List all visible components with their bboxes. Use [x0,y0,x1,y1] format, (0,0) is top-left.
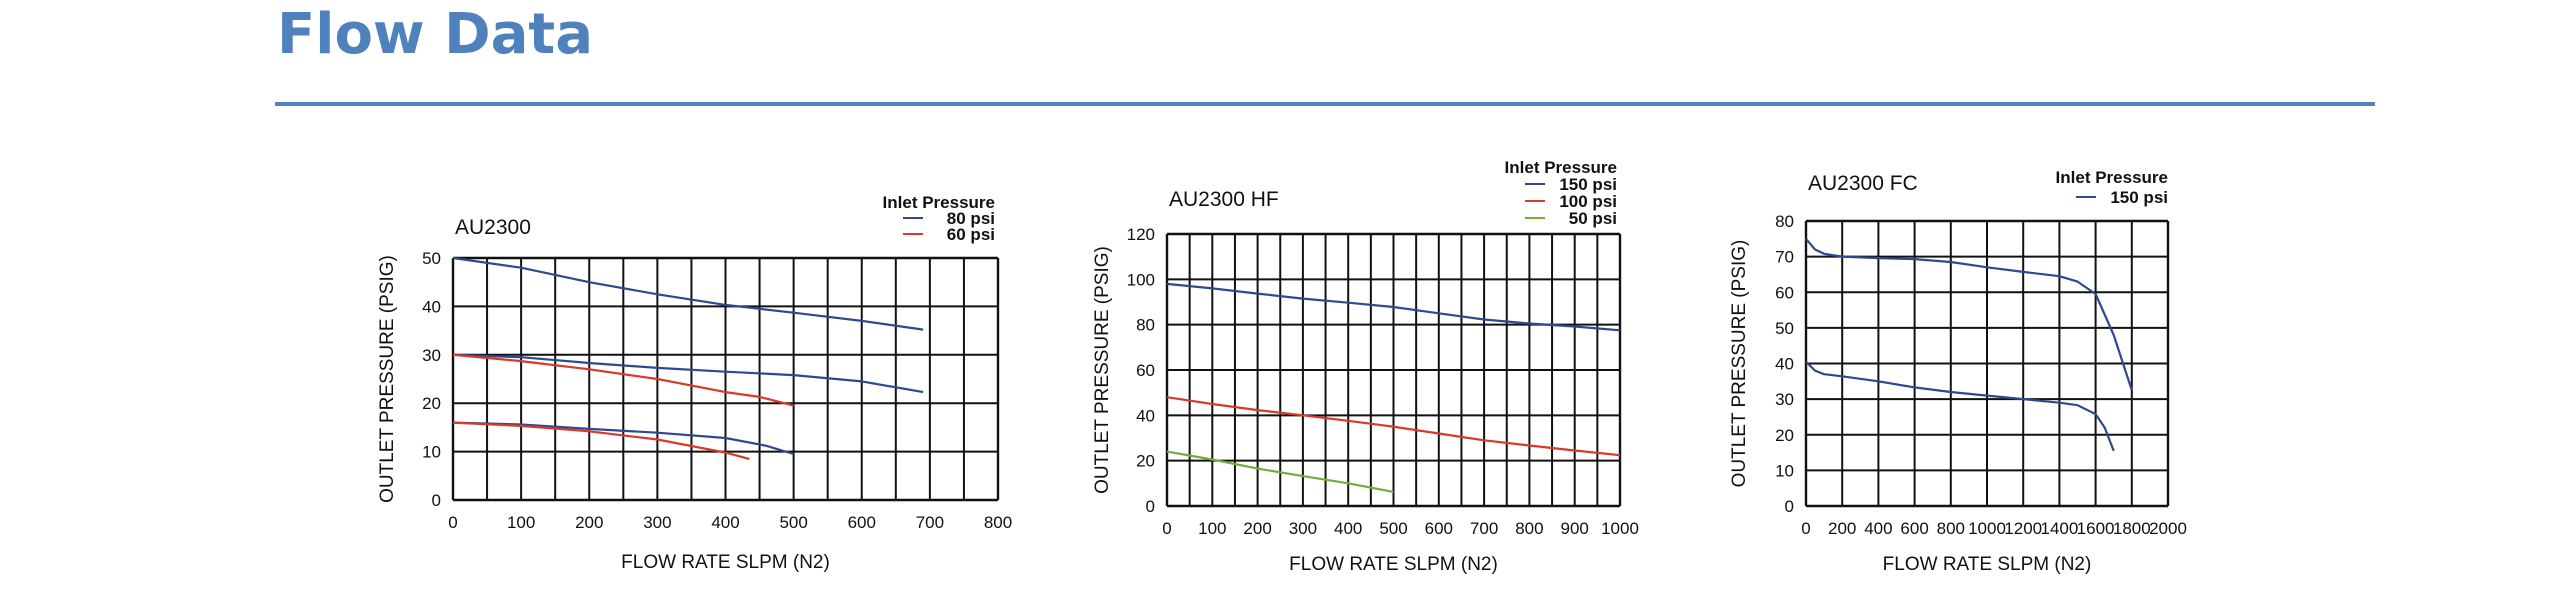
y-tick-label: 40 [422,297,441,316]
y-tick-label: 100 [1127,270,1155,289]
chart-title: AU2300 HF [1169,188,1279,211]
x-axis-label: FLOW RATE SLPM (N2) [1883,554,2092,575]
title-divider [275,102,2375,106]
x-tick-label: 600 [848,513,876,532]
x-tick-label: 200 [575,513,603,532]
legend-title: Inlet Pressure [883,193,995,212]
x-tick-label: 600 [1425,519,1453,538]
y-tick-label: 20 [422,394,441,413]
legend-entry: 150 psi [2110,188,2168,207]
y-tick-label: 50 [1775,319,1794,338]
chart-title: AU2300 FC [1808,172,1918,195]
series-line [1805,360,2115,452]
y-tick-label: 30 [1775,390,1794,409]
legend-entry: 100 psi [1559,192,1617,211]
x-tick-label: 0 [1162,519,1171,538]
x-tick-label: 200 [1243,519,1271,538]
y-tick-label: 60 [1775,283,1794,302]
y-tick-label: 80 [1775,212,1794,231]
y-tick-label: 20 [1136,452,1155,471]
x-tick-label: 400 [1334,519,1362,538]
x-tick-label: 0 [448,513,457,532]
x-tick-label: 100 [1198,519,1226,538]
series-line [1166,396,1621,457]
series-line [1805,238,2133,391]
y-tick-label: 0 [1146,497,1155,516]
legend-entry: 150 psi [1559,175,1617,194]
series-line [1166,450,1394,493]
x-tick-label: 300 [643,513,671,532]
series-line [1166,282,1621,332]
series-line [452,421,794,456]
x-tick-label: 800 [984,513,1012,532]
y-tick-label: 30 [422,346,441,365]
y-tick-label: 10 [1775,461,1794,480]
x-tick-label: 1000 [1968,519,2006,538]
x-tick-label: 900 [1561,519,1589,538]
x-tick-label: 1400 [2040,519,2078,538]
chart-title: AU2300 [455,216,531,239]
x-axis-label: FLOW RATE SLPM (N2) [1289,554,1498,575]
y-tick-label: 50 [422,249,441,268]
y-axis-label: OUTLET PRESSURE (PSIG) [1729,240,1750,488]
y-tick-label: 0 [1785,497,1794,516]
legend-entry: 50 psi [1569,209,1617,228]
legend-title: Inlet Pressure [2056,168,2168,187]
y-tick-label: 10 [422,443,441,462]
x-tick-label: 100 [507,513,535,532]
x-tick-label: 500 [1379,519,1407,538]
y-tick-label: 60 [1136,361,1155,380]
y-tick-label: 20 [1775,426,1794,445]
y-tick-label: 0 [432,491,441,510]
series-line [452,353,794,407]
x-tick-label: 700 [916,513,944,532]
legend-title: Inlet Pressure [1505,158,1617,177]
x-tick-label: 800 [1937,519,1965,538]
page-title: Flow Data [277,2,593,67]
x-tick-label: 500 [779,513,807,532]
series-line [452,353,924,394]
x-tick-label: 1800 [2113,519,2151,538]
y-tick-label: 80 [1136,316,1155,335]
y-axis-label: OUTLET PRESSURE (PSIG) [1092,246,1113,494]
y-tick-label: 120 [1127,225,1155,244]
x-tick-label: 0 [1801,519,1810,538]
y-tick-label: 40 [1775,355,1794,374]
x-tick-label: 300 [1289,519,1317,538]
x-tick-label: 1200 [2004,519,2042,538]
legend-entry: 60 psi [947,225,995,244]
x-tick-label: 600 [1900,519,1928,538]
series-line [452,256,924,331]
y-tick-label: 70 [1775,248,1794,267]
legend-entry: 80 psi [947,209,995,228]
x-tick-label: 1600 [2077,519,2115,538]
y-tick-label: 40 [1136,406,1155,425]
x-tick-label: 700 [1470,519,1498,538]
x-tick-label: 400 [711,513,739,532]
series-line [452,421,750,460]
x-axis-label: FLOW RATE SLPM (N2) [621,552,830,573]
y-axis-label: OUTLET PRESSURE (PSIG) [377,255,398,503]
x-tick-label: 800 [1515,519,1543,538]
x-tick-label: 2000 [2149,519,2187,538]
x-tick-label: 400 [1864,519,1892,538]
x-tick-label: 1000 [1601,519,1639,538]
x-tick-label: 200 [1828,519,1856,538]
